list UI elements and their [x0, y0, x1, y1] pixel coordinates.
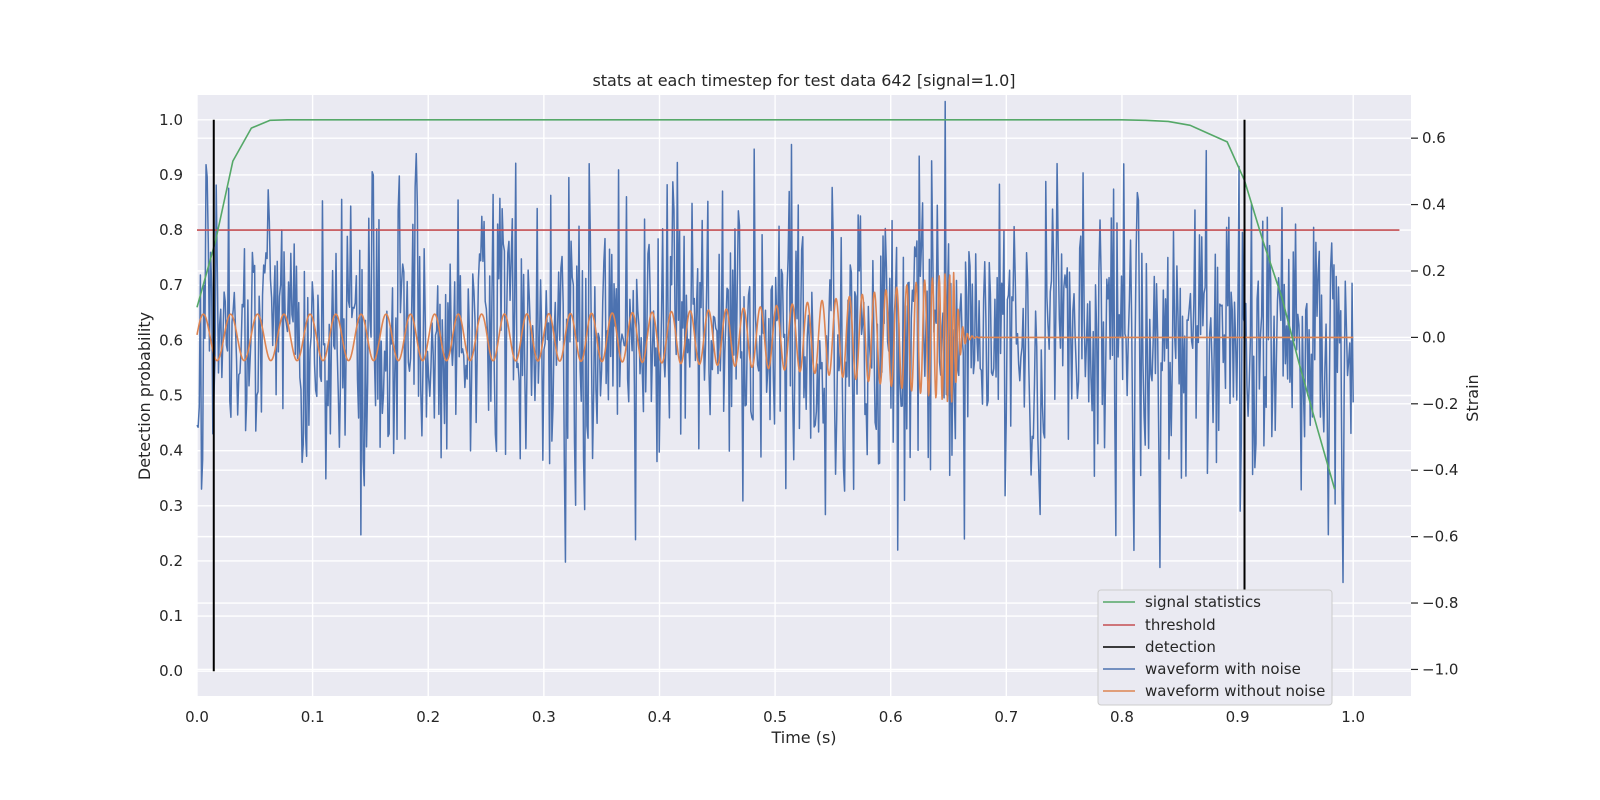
x-tick-label: 0.0 [185, 708, 209, 726]
legend-label-threshold: threshold [1145, 616, 1216, 634]
waveform-with-noise-line [196, 100, 1354, 584]
y2-tick-label: 0.6 [1422, 129, 1446, 147]
x-tick-label: 0.1 [301, 708, 325, 726]
x-axis-label: Time (s) [770, 728, 836, 747]
x-tick-label: 0.4 [648, 708, 672, 726]
y2-tick-label: 0.2 [1422, 262, 1446, 280]
y2-axis-label: Strain [1463, 374, 1482, 421]
y2-tick-label: −0.8 [1422, 594, 1458, 612]
y-axis-label: Detection probability [135, 312, 154, 480]
y-tick-label: 0.0 [159, 662, 183, 680]
y-tick-label: 0.5 [159, 387, 183, 405]
x-tick-label: 0.6 [879, 708, 903, 726]
waveform-without-noise-line [196, 271, 1354, 403]
x-tick-label: 0.5 [763, 708, 787, 726]
legend: signal statistics threshold detection wa… [1097, 589, 1333, 706]
y-tick-label: 0.4 [159, 442, 183, 460]
legend-label-detection: detection [1145, 638, 1216, 656]
x-tick-label: 0.8 [1110, 708, 1134, 726]
x-tick-label: 0.2 [416, 708, 440, 726]
series-layer [196, 100, 1400, 672]
y-tick-label: 0.6 [159, 331, 183, 349]
x-tick-label: 1.0 [1341, 708, 1365, 726]
legend-label-waveform-with-noise: waveform with noise [1145, 660, 1301, 678]
x-tick-label: 0.9 [1226, 708, 1250, 726]
y2-tick-label: −1.0 [1422, 660, 1458, 678]
y-tick-label: 1.0 [159, 111, 183, 129]
x-tick-label: 0.3 [532, 708, 556, 726]
y-tick-label: 0.3 [159, 497, 183, 515]
y2-tick-label: −0.4 [1422, 461, 1458, 479]
axes: 0.0 0.1 0.2 0.3 0.4 0.5 0.6 0.7 0.8 0.9 1.0 0.0 0.1 0… [159, 111, 1458, 726]
y-tick-label: 0.8 [159, 221, 183, 239]
y2-tick-label: −0.6 [1422, 528, 1458, 546]
y-tick-label: 0.2 [159, 552, 183, 570]
y-tick-label: 0.1 [159, 607, 183, 625]
y2-tick-label: 0.0 [1422, 328, 1446, 346]
x-tick-label: 0.7 [994, 708, 1018, 726]
y2-tick-label: 0.4 [1422, 196, 1446, 214]
legend-box [1097, 589, 1333, 706]
y-tick-label: 0.7 [159, 276, 183, 294]
legend-label-waveform-without-noise: waveform without noise [1145, 682, 1325, 700]
chart-title: stats at each timestep for test data 642… [592, 71, 1015, 90]
signal-statistics-line [196, 119, 1336, 490]
legend-label-signal-statistics: signal statistics [1145, 593, 1261, 611]
y-tick-label: 0.9 [159, 166, 183, 184]
y2-tick-label: −0.2 [1422, 395, 1458, 413]
